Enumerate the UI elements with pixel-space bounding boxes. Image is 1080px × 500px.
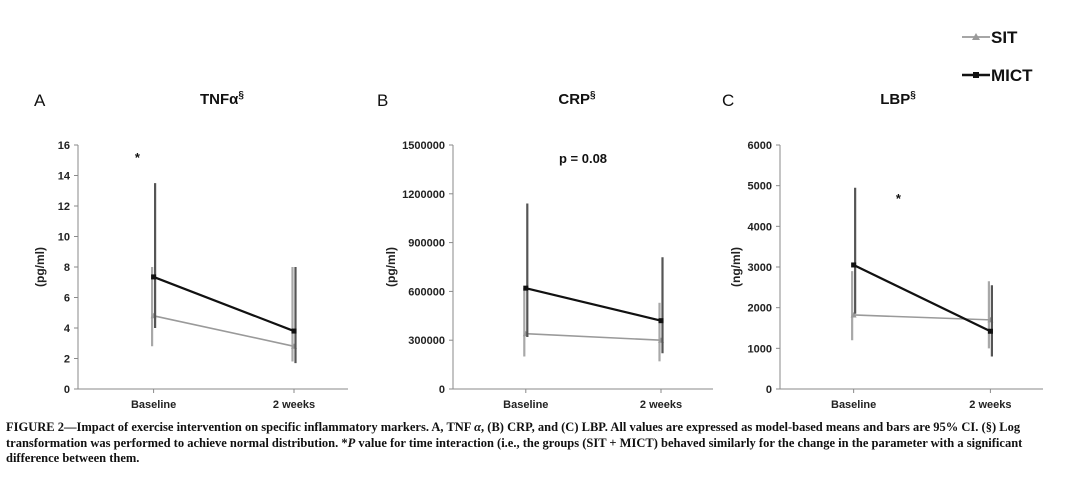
series-sit: [150, 267, 297, 362]
chart-title-main: TNFα: [200, 91, 239, 108]
chart-annotation: p = 0.08: [559, 151, 607, 166]
x-tick-label: 2 weeks: [273, 399, 315, 411]
data-point: [291, 328, 297, 334]
data-point: [987, 328, 993, 334]
y-tick-label: 2000: [748, 303, 772, 315]
chart-panel-b: B CRP§ 0 300000 600000 900000 1200000 1500000 (p…: [377, 90, 713, 411]
caption-suffix: value for time interaction (i.e., the gr…: [6, 435, 1023, 466]
y-tick-label: 6: [64, 293, 70, 305]
y-tick-label: 5000: [748, 181, 772, 193]
y-tick-label: 10: [58, 232, 70, 244]
series-line: [525, 287, 662, 322]
y-tick-label: 8: [64, 262, 70, 274]
y-tick-label: 6000: [748, 140, 772, 152]
y-tick-label: 3000: [748, 262, 772, 274]
y-axis-label: (pg/ml): [33, 247, 47, 287]
chart-title: LBP§: [880, 90, 916, 108]
y-tick-label: 300000: [408, 335, 445, 347]
series-line: [525, 332, 662, 341]
series-line: [853, 263, 991, 333]
chart-title: TNFα§: [200, 90, 244, 108]
y-tick-label: 4: [64, 323, 71, 335]
chart-title: CRP§: [558, 90, 596, 108]
legend-entry-sit: SIT: [962, 28, 1018, 47]
chart-annotation: *: [896, 191, 902, 206]
data-point: [151, 274, 157, 280]
y-tick-label: 14: [58, 171, 71, 183]
y-tick-label: 900000: [408, 238, 445, 250]
legend: SIT MICT: [962, 28, 1033, 85]
chart-annotation: *: [135, 150, 141, 165]
chart-title-main: LBP: [880, 91, 910, 108]
y-tick-label: 0: [439, 384, 445, 396]
x-tick-label: Baseline: [131, 399, 176, 411]
y-tick-label: 0: [766, 384, 772, 396]
chart-panel-c: C LBP§ 0 1000 2000 3000 4000 5000 6000 (ng/ml) Bas…: [722, 90, 1043, 411]
chart-panel-a: A TNFα§ 0 2 4 6 8 10 12 14 16 (pg/ml) Baseline 2 week…: [33, 90, 348, 411]
data-point: [658, 318, 664, 324]
y-tick-label: 1500000: [402, 140, 445, 152]
y-tick-label: 600000: [408, 286, 445, 298]
figure-caption: FIGURE 2—Impact of exercise intervention…: [6, 420, 1072, 467]
chart-title-main: CRP: [558, 91, 590, 108]
series-line: [853, 314, 991, 321]
y-tick-label: 2: [64, 354, 70, 366]
x-tick-label: 2 weeks: [969, 399, 1011, 411]
chart-title-superscript: §: [590, 90, 596, 101]
y-tick-label: 0: [64, 384, 70, 396]
legend-label: SIT: [991, 28, 1018, 47]
y-tick-label: 16: [58, 140, 70, 152]
y-tick-label: 4000: [748, 221, 772, 233]
series-mict: [851, 187, 994, 357]
chart-title-superscript: §: [910, 90, 916, 101]
legend-label: MICT: [991, 66, 1033, 85]
legend-entry-mict: MICT: [962, 66, 1033, 85]
x-tick-label: 2 weeks: [640, 399, 682, 411]
series-line: [153, 275, 295, 333]
chart-title-superscript: §: [238, 90, 244, 101]
caption-prefix: FIGURE 2—Impact of exercise intervention…: [6, 420, 475, 434]
series-sit: [522, 288, 664, 362]
caption-p: P: [347, 435, 356, 450]
panel-letter: C: [722, 91, 734, 110]
legend-marker: [973, 72, 979, 78]
legend-marker: [972, 33, 980, 40]
x-tick-label: Baseline: [503, 399, 548, 411]
y-axis-label: (ng/ml): [729, 247, 743, 287]
series-sit: [850, 271, 994, 349]
caption-mid: , (B) CRP, and (C) LBP. All values are e…: [6, 420, 1021, 450]
x-tick-label: Baseline: [831, 399, 876, 411]
series-mict: [151, 183, 297, 364]
caption-alpha: α: [474, 420, 482, 434]
y-tick-label: 1000: [748, 343, 772, 355]
y-axis-label: (pg/ml): [384, 247, 398, 287]
series-mict: [523, 203, 664, 354]
data-point: [523, 285, 529, 291]
y-tick-label: 1200000: [402, 189, 445, 201]
panel-letter: A: [34, 91, 46, 110]
y-tick-label: 12: [58, 201, 70, 213]
data-point: [851, 262, 857, 268]
panel-letter: B: [377, 91, 388, 110]
series-line: [153, 315, 295, 348]
data-point: [850, 311, 857, 318]
